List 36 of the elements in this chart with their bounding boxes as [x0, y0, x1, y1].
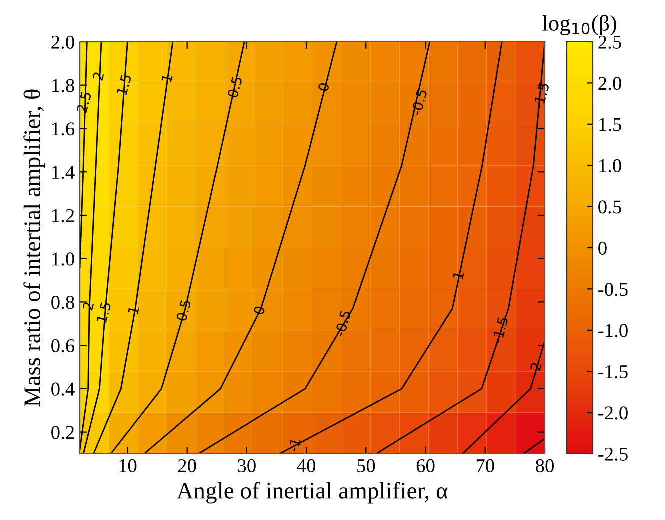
color-bar-label: -2.5: [598, 448, 628, 462]
y-tick-label: 1.6: [52, 122, 75, 136]
x-tick-label: 30: [238, 459, 256, 473]
x-tick-label: 10: [120, 459, 137, 473]
line-series: [198, 42, 431, 454]
color-bar-label: -0.5: [598, 283, 628, 296]
color-bar-label: -2.0: [598, 406, 628, 420]
color-bar-label: 2.5: [598, 36, 622, 50]
color-bar-label: 1.5: [600, 118, 622, 132]
y-tick-label: 0.2: [52, 426, 74, 440]
x-axis-title: Angle of inertial amplifier, α: [176, 482, 448, 504]
color-bar-label: 0.5: [598, 200, 622, 214]
color-bar-title: log$_{10}$(β): [542, 15, 616, 36]
color-bar-label: 1.0: [600, 159, 622, 173]
y-tick-label: 0.8: [52, 296, 74, 310]
y-tick-label: 0.6: [52, 339, 75, 353]
y-tick-label: 0.4: [52, 382, 75, 396]
y-tick-label: 1.8: [52, 79, 74, 92]
color-bar-label: -1.0: [598, 324, 628, 338]
y-tick-label: 1.4: [52, 166, 75, 180]
y-tick-label: 1.2: [52, 209, 74, 222]
x-tick-label: 70: [476, 459, 494, 473]
x-tick-label: 80: [536, 459, 554, 473]
color-bar-label: -1.5: [598, 366, 628, 379]
y-tick-label: 2.0: [52, 36, 74, 50]
line-series: [144, 42, 338, 454]
color-bar-label: 2.0: [598, 77, 622, 90]
x-tick-label: 50: [358, 459, 376, 473]
y-axis-title: Mass ratio of intertial amplifier, θ: [24, 90, 46, 407]
x-tick-label: 20: [178, 459, 196, 473]
x-tick-label: 40: [297, 459, 316, 473]
annotation: -1.5: [492, 316, 509, 344]
y-tick-label: 1.0: [52, 252, 74, 266]
x-tick-label: 60: [416, 459, 435, 473]
line-series: [93, 42, 174, 454]
color-bar-label: 0: [598, 242, 607, 255]
